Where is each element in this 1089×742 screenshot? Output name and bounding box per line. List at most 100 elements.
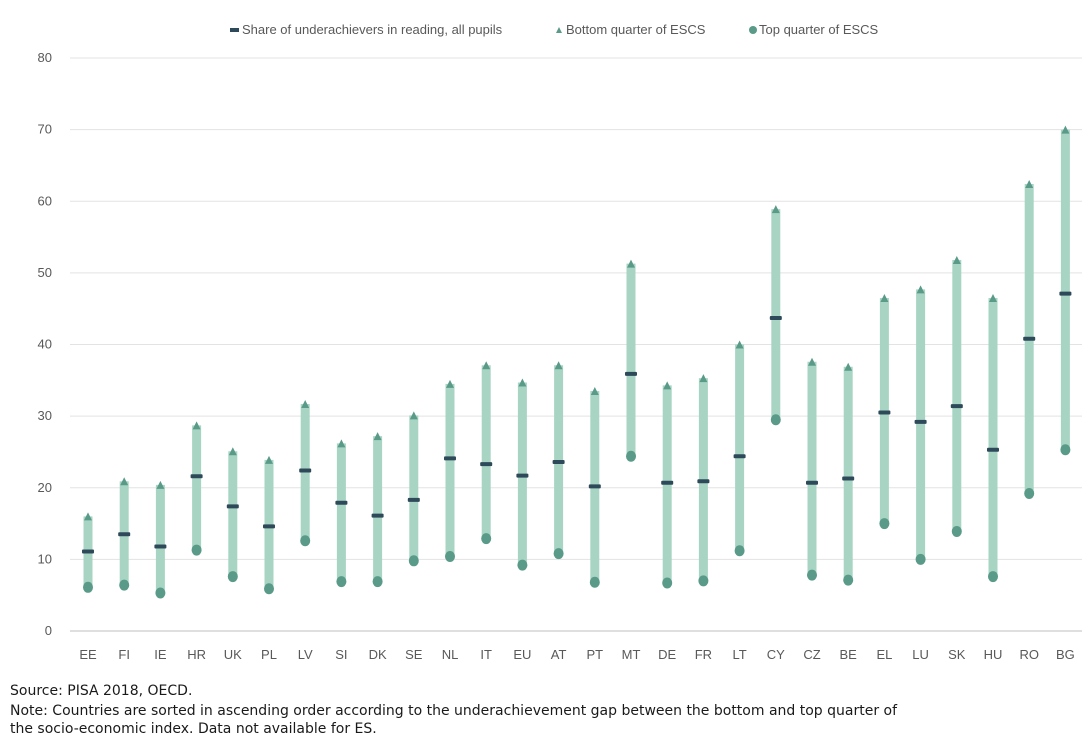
bottom-quarter-marker (84, 512, 92, 521)
top-quarter-marker (626, 450, 636, 462)
y-tick-label: 50 (38, 265, 52, 280)
all-pupils-marker (806, 480, 818, 485)
all-pupils-marker (190, 474, 203, 479)
x-category-label: SK (948, 647, 966, 662)
legend-bottom-quarter-marker (556, 27, 562, 33)
y-tick-label: 40 (38, 337, 52, 352)
x-category-label: SI (335, 647, 347, 662)
all-pupils-marker (733, 454, 746, 459)
x-category-label: DK (369, 647, 387, 662)
bottom-quarter-marker (735, 340, 744, 349)
all-pupils-marker (118, 532, 131, 537)
top-quarter-marker (988, 571, 998, 583)
bottom-quarter-marker (989, 293, 997, 302)
bottom-quarter-marker (952, 255, 961, 264)
top-quarter-marker (517, 559, 528, 571)
x-category-label: IE (154, 647, 167, 662)
bottom-quarter-marker (156, 480, 165, 489)
x-category-label: EL (876, 647, 892, 662)
x-category-label: HU (984, 647, 1003, 662)
source-text: Source: PISA 2018, OECD. (10, 683, 193, 699)
all-pupils-marker (82, 549, 94, 554)
top-quarter-marker (951, 525, 962, 537)
all-pupils-marker (950, 404, 963, 409)
all-pupils-marker (1059, 291, 1072, 296)
bottom-quarter-marker (518, 378, 527, 387)
all-pupils-marker (371, 513, 384, 518)
bottom-quarter-marker (482, 361, 491, 370)
x-category-label: HR (187, 647, 206, 662)
top-quarter-marker (662, 577, 673, 589)
x-category-label: BG (1056, 647, 1075, 662)
bottom-quarter-marker (916, 285, 925, 294)
bottom-quarter-marker (1061, 125, 1070, 134)
top-quarter-marker (553, 548, 564, 560)
range-chart: 0 10 20 30 40 50 60 70 80 EE FI IE HR UK PL LV SI DK SE NL… (38, 22, 1082, 662)
all-pupils-marker (154, 544, 167, 549)
bottom-quarter-marker (192, 421, 201, 430)
all-pupils-marker (987, 447, 999, 452)
top-quarter-marker (408, 555, 419, 567)
bottom-quarter-marker (880, 293, 889, 302)
bottom-quarter-marker (808, 357, 816, 366)
y-tick-label: 20 (38, 480, 52, 495)
top-quarter-marker (770, 414, 781, 426)
legend-bottom-quarter-label: Bottom quarter of ESCS (566, 22, 706, 37)
y-axis: 0 10 20 30 40 50 60 70 80 (38, 50, 52, 638)
x-category-label: SE (405, 647, 423, 662)
legend-top-quarter-label: Top quarter of ESCS (759, 22, 879, 37)
x-category-label: PL (261, 647, 277, 662)
all-pupils-marker (263, 524, 275, 529)
x-category-label: BE (840, 647, 858, 662)
top-quarter-marker (119, 579, 130, 591)
legend-top-quarter-marker (749, 26, 757, 34)
y-tick-label: 80 (38, 50, 52, 65)
x-category-label: CZ (803, 647, 820, 662)
all-pupils-marker (661, 480, 674, 485)
all-pupils-marker (444, 456, 456, 461)
y-tick-label: 0 (45, 623, 52, 638)
top-quarter-marker (300, 535, 311, 547)
x-axis: EE FI IE HR UK PL LV SI DK SE NL IT EU AT PT MT DE FR LT CY… (79, 647, 1074, 662)
bottom-quarter-marker (373, 432, 382, 441)
gridlines (70, 57, 1082, 632)
bottom-quarter-marker (409, 411, 418, 420)
x-category-label: UK (224, 647, 242, 662)
all-pupils-marker (769, 315, 782, 320)
x-category-label: EE (79, 647, 97, 662)
top-quarter-marker (734, 545, 745, 557)
top-quarter-marker (589, 576, 600, 588)
bottom-quarter-marker (301, 399, 310, 408)
top-quarter-marker (227, 571, 238, 583)
bottom-quarter-marker (265, 455, 273, 464)
all-pupils-marker (335, 500, 348, 505)
all-pupils-marker (552, 459, 565, 464)
all-pupils-marker (407, 497, 420, 502)
note-text-line-2: the socio-economic index. Data not avail… (10, 721, 377, 737)
note-text-line-1: Note: Countries are sorted in ascending … (10, 703, 898, 719)
top-quarter-marker (264, 583, 274, 595)
all-pupils-marker (914, 419, 927, 424)
x-category-label: CY (767, 647, 785, 662)
y-tick-label: 70 (38, 122, 52, 137)
legend-all-pupils-marker (230, 28, 239, 32)
top-quarter-marker (336, 576, 347, 588)
bottom-quarter-marker (663, 381, 672, 390)
all-pupils-marker (625, 371, 637, 376)
top-quarter-marker (1024, 487, 1035, 499)
bottom-quarter-marker (554, 361, 563, 370)
range-bars (83, 129, 1070, 594)
bottom-quarter-marker (771, 205, 780, 214)
all-pupils-marker (299, 468, 312, 473)
all-pupils-marker (226, 504, 239, 509)
bottom-quarter-marker (1025, 180, 1034, 189)
x-category-label: PT (586, 647, 603, 662)
x-category-label: LU (912, 647, 929, 662)
x-category-label: MT (622, 647, 641, 662)
top-quarter-marker (843, 574, 854, 586)
x-category-label: EU (513, 647, 531, 662)
top-quarter-marker (698, 575, 709, 587)
markers (82, 125, 1072, 599)
x-category-label: AT (551, 647, 567, 662)
legend: Share of underachievers in reading, all … (230, 22, 879, 37)
